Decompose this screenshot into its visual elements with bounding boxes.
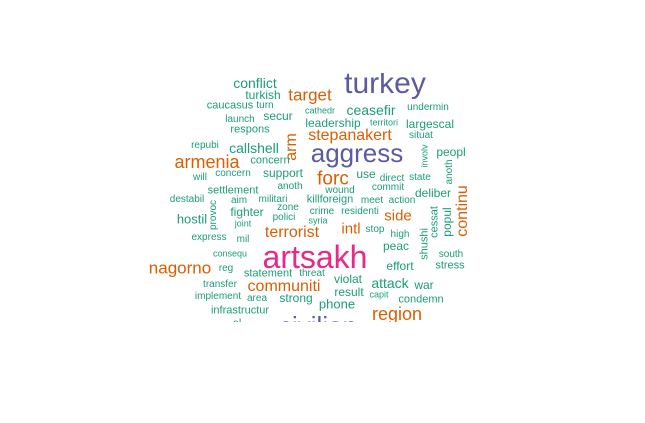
word: undermin: [407, 102, 449, 113]
word: hostil: [176, 211, 208, 227]
word: deliber: [414, 186, 452, 200]
word: cessat: [428, 206, 441, 238]
word: implement: [194, 291, 242, 302]
word: ceasefir: [346, 102, 396, 118]
word: peac: [382, 239, 410, 253]
word: stop: [365, 224, 385, 235]
word: state: [409, 172, 431, 183]
word: launch: [225, 114, 255, 125]
word: transfer: [203, 279, 237, 290]
word: statement: [243, 267, 293, 280]
word: region: [371, 304, 423, 324]
word: cathedr: [304, 105, 336, 116]
word: crime: [309, 206, 335, 217]
word: capit: [369, 289, 389, 300]
word: communiti: [247, 278, 321, 295]
word: south: [438, 249, 464, 260]
word: war: [414, 278, 434, 292]
word: anoth: [444, 159, 455, 185]
word: aim: [230, 195, 248, 206]
word: turn: [256, 100, 274, 111]
word: effort: [386, 259, 414, 273]
word: leadership: [305, 116, 361, 130]
word: support: [262, 166, 304, 180]
word: commit: [371, 182, 405, 193]
word: callshell: [229, 140, 279, 156]
word: forc: [317, 168, 349, 190]
word: wound: [325, 185, 355, 196]
word: killforeign: [306, 193, 354, 206]
word: attack: [371, 275, 409, 291]
word: respons: [230, 123, 270, 136]
word: stress: [435, 259, 465, 272]
word: anoth: [277, 181, 303, 192]
word: side: [384, 207, 412, 225]
word: destabil: [169, 194, 205, 205]
word: area: [246, 293, 268, 304]
word: use: [356, 167, 376, 181]
word: violat: [333, 272, 363, 286]
word: shushi: [418, 228, 431, 260]
word: phone: [318, 296, 356, 312]
word: intl: [341, 220, 361, 238]
word: aggress: [310, 138, 404, 168]
word: residenti: [341, 206, 379, 217]
word: turkey: [344, 67, 426, 100]
word: express: [191, 232, 227, 243]
word: turkish: [245, 88, 281, 102]
word: concern: [215, 168, 251, 179]
word: militari: [258, 194, 288, 205]
bottom-clip: [0, 322, 645, 423]
word: nagorno: [148, 258, 212, 278]
word: territori: [369, 117, 399, 128]
word: concern: [250, 154, 290, 167]
word: will: [193, 172, 207, 183]
word: polici: [272, 212, 296, 223]
word: result: [334, 285, 364, 299]
word: stepanakert: [308, 127, 392, 144]
word: action: [388, 195, 416, 206]
word: popul: [440, 207, 454, 237]
word: zone: [277, 202, 299, 213]
word: mil: [236, 234, 250, 245]
word: terrorist: [264, 224, 320, 241]
word: armenia: [174, 152, 240, 172]
word: largescal: [405, 117, 455, 131]
word: secur: [263, 109, 293, 123]
word: syria: [308, 215, 328, 226]
word: peopl: [436, 145, 466, 159]
word: settlement: [207, 184, 259, 197]
word: caucasus: [206, 99, 254, 112]
word: artsakh: [262, 239, 368, 275]
word: fighter: [230, 205, 264, 219]
word: joint: [234, 218, 252, 229]
word: conflict: [233, 75, 277, 91]
word: high: [390, 229, 410, 240]
word: involv: [419, 144, 430, 168]
word: threat: [299, 268, 325, 279]
word: meet: [360, 195, 384, 206]
word: target: [288, 85, 332, 105]
word: reg: [218, 263, 234, 274]
word: repubi: [191, 140, 219, 151]
word: continu: [454, 185, 471, 237]
word: condemn: [398, 293, 444, 306]
word: provoc: [208, 199, 219, 231]
word: direct: [379, 173, 405, 184]
word: strong: [279, 291, 313, 305]
top-clip: [0, 0, 645, 73]
word: consequ: [212, 248, 248, 259]
word: situat: [409, 130, 433, 141]
word: infrastructur: [210, 304, 270, 317]
